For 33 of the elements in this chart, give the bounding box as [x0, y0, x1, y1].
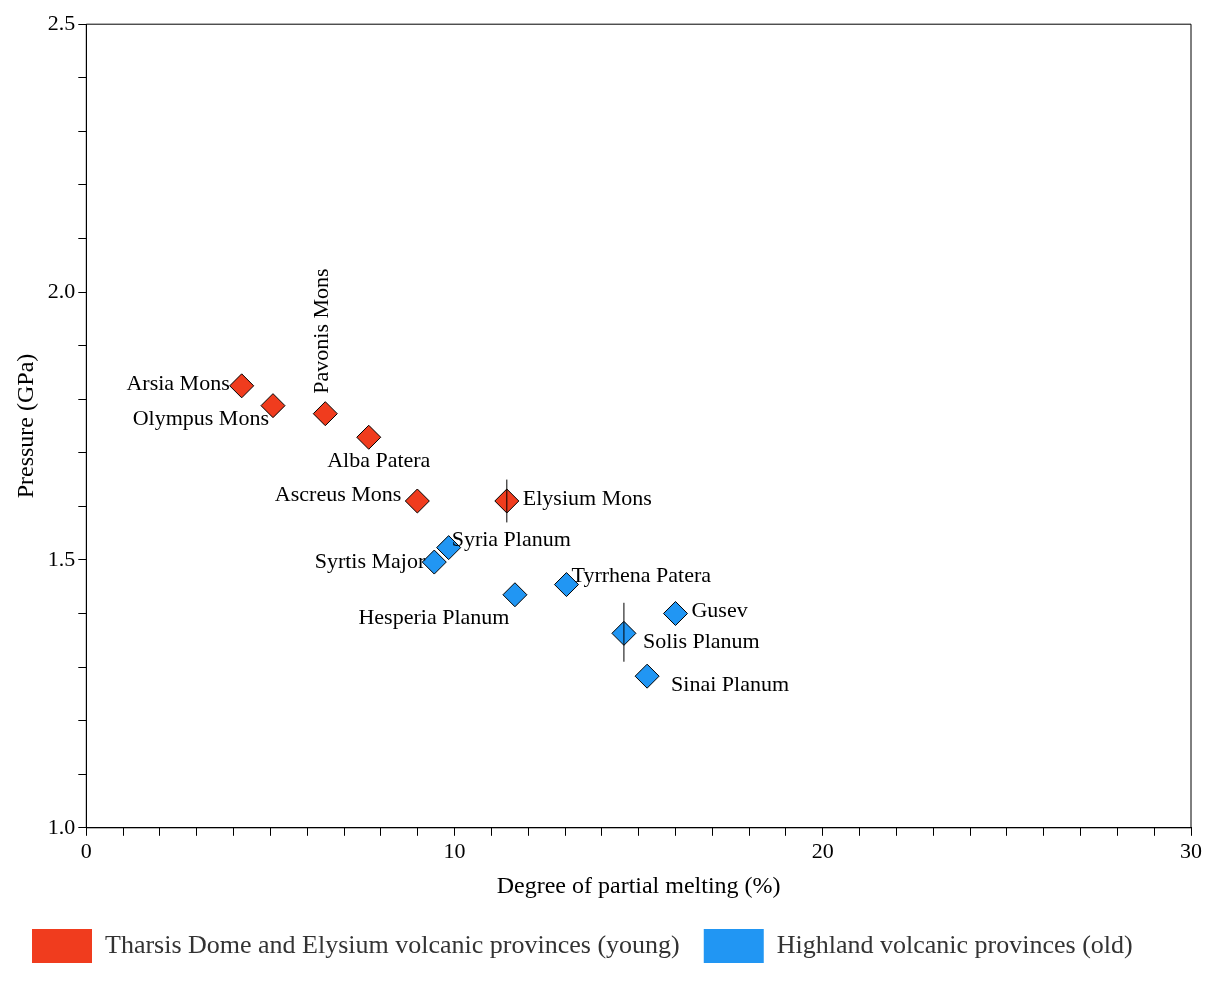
annotation: Syria Planum	[451, 526, 571, 552]
annotation: Pavonis Mons	[308, 268, 334, 394]
y-tick-label: 2.0	[47, 277, 76, 303]
annotation: Solis Planum	[642, 628, 760, 654]
point	[634, 663, 660, 689]
annotation: Olympus Mons	[132, 405, 269, 431]
point	[312, 401, 338, 427]
annotation: Hesperia Planum	[358, 603, 510, 629]
point	[662, 601, 688, 627]
y-tick-label: 1.5	[47, 545, 76, 571]
point	[502, 582, 528, 608]
annotation: Gusev	[691, 597, 748, 623]
annotation: Syrtis Major	[314, 547, 426, 573]
x-axis-title: Degree of partial melting (%)	[496, 871, 781, 898]
annotation: Sinai Planum	[671, 670, 790, 696]
y-tick-label: 1.0	[47, 813, 76, 839]
point	[494, 488, 520, 514]
annotation: Alba Patera	[327, 447, 431, 473]
point	[404, 488, 430, 514]
x-tick-label: 0	[80, 837, 92, 863]
annotation: Arsia Mons	[126, 369, 230, 395]
y-tick-label: 2.5	[47, 9, 76, 35]
point	[229, 373, 255, 399]
y-axis-title: Pressure (GPa)	[11, 353, 38, 499]
x-tick-label: 10	[443, 837, 466, 863]
x-tick-label: 20	[811, 837, 834, 863]
annotation: Ascreus Mons	[274, 480, 402, 506]
legend-label: Highland volcanic provinces (old)	[776, 929, 1133, 959]
x-tick-label: 30	[1180, 837, 1202, 863]
annotation: Elysium Mons	[522, 484, 652, 510]
legend-label: Tharsis Dome and Elysium volcanic provinces (young)	[105, 929, 680, 959]
point	[356, 424, 382, 450]
annotation: Tyrrhena Patera	[571, 562, 712, 588]
